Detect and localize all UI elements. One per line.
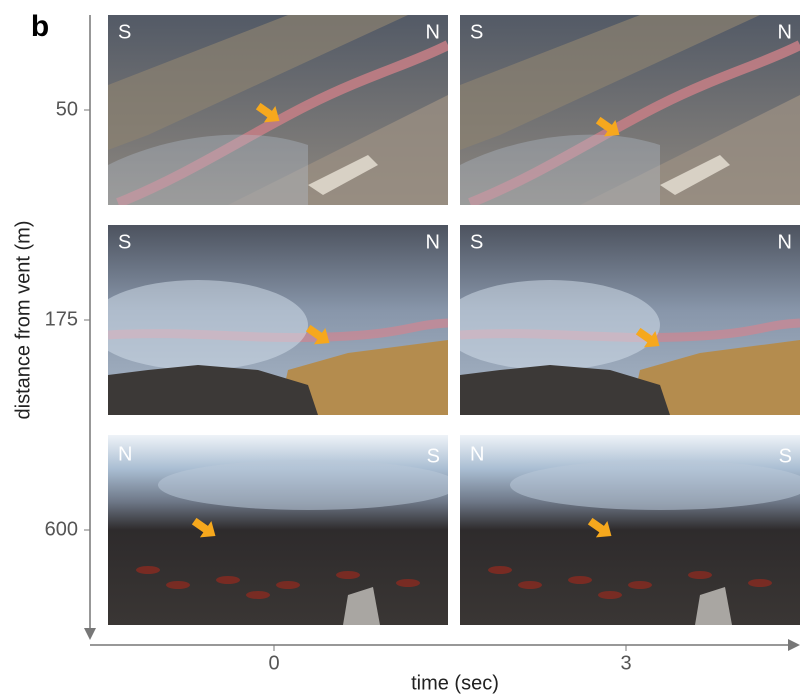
compass-left: S [118,231,131,253]
glow [598,591,622,599]
compass-right: N [426,231,440,253]
smoke [510,460,802,510]
glow [216,576,240,584]
glow [688,571,712,579]
photo-content [108,15,448,205]
glow [246,591,270,599]
glow [136,566,160,574]
x-axis-arrow [788,639,800,651]
y-axis-arrow [84,628,96,640]
y-tick-label: 175 [45,308,78,330]
glow [336,571,360,579]
compass-left: S [470,21,483,43]
glow [628,581,652,589]
x-axis-label: time (sec) [411,672,499,694]
photo-content [460,435,802,625]
panel-label: b [31,10,49,43]
glow [488,566,512,574]
glow [568,576,592,584]
x-tick-label: 0 [268,652,279,674]
y-axis-label: distance from vent (m) [12,221,34,420]
y-tick-label: 50 [56,98,78,120]
compass-left: N [470,443,484,465]
compass-left: N [118,443,132,465]
compass-right: N [778,231,792,253]
compass-left: S [118,21,131,43]
haze [440,280,660,370]
compass-right: S [427,445,440,467]
y-tick-label: 600 [45,518,78,540]
glow [748,579,772,587]
figure: b distance from vent (m) time (sec) 50SN… [0,0,802,697]
photo-content [460,15,800,205]
glow [396,579,420,587]
haze [88,280,308,370]
x-tick-label: 3 [620,652,631,674]
photo-content [440,225,800,415]
compass-right: N [778,21,792,43]
compass-left: S [470,231,483,253]
compass-right: S [779,445,792,467]
smoke [158,460,458,510]
photo-content [108,435,458,625]
glow [276,581,300,589]
glow [166,581,190,589]
glow [518,581,542,589]
compass-right: N [426,21,440,43]
photo-content [88,225,448,415]
